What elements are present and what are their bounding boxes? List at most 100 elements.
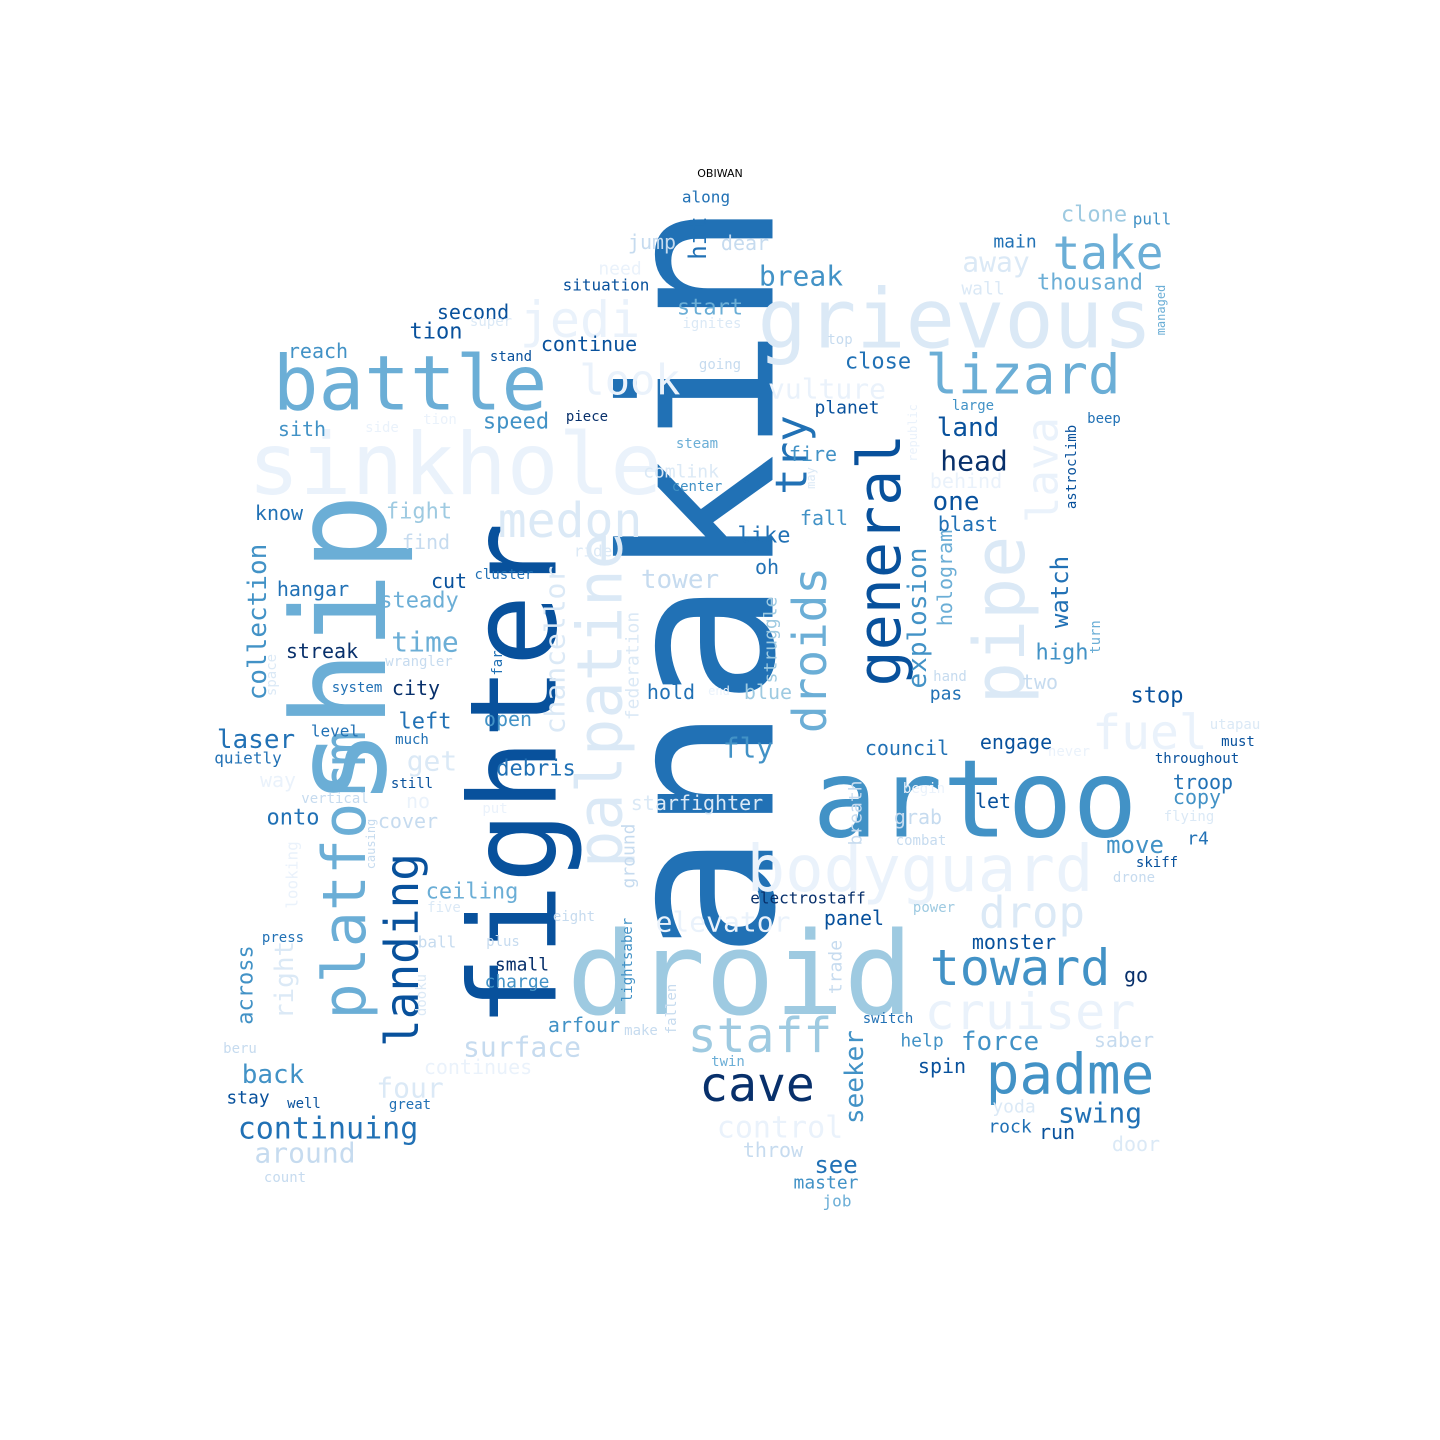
cloud-word-ignites: ignites <box>682 316 741 332</box>
cloud-word-skiff: skiff <box>1136 855 1178 871</box>
cloud-word-jedi: jedi <box>520 291 640 349</box>
cloud-word-hand: hand <box>933 669 967 685</box>
cloud-word-hold: hold <box>647 680 695 704</box>
cloud-word-r4: r4 <box>1187 829 1209 850</box>
cloud-word-breath: breath <box>846 780 867 845</box>
cloud-word-trade: trade <box>826 940 847 994</box>
cloud-word-clone: clone <box>1061 203 1127 228</box>
cloud-word-electrostaff: electrostaff <box>750 889 866 908</box>
cloud-word-droid: droid <box>567 908 913 1042</box>
cloud-word-take: take <box>1053 226 1164 280</box>
cloud-word-explosion: explosion <box>903 548 933 689</box>
cloud-word-rock: rock <box>988 1117 1032 1138</box>
cloud-word-fallen: fallen <box>664 984 680 1035</box>
cloud-word-spin: spin <box>918 1054 966 1078</box>
cloud-word-fuel: fuel <box>1092 705 1208 761</box>
cloud-word-make: make <box>624 1023 658 1039</box>
cloud-word-large: large <box>952 398 994 414</box>
cloud-word-troop: troop <box>1173 770 1233 794</box>
cloud-word-tion: tion <box>410 320 463 345</box>
cloud-word-time: time <box>391 626 458 659</box>
cloud-word-city: city <box>392 676 440 700</box>
cloud-word-try: try <box>767 415 818 494</box>
cloud-word-plus: plus <box>486 934 520 950</box>
cloud-word-flying: flying <box>1164 809 1215 825</box>
cloud-word-starfighter: starfighter <box>631 791 763 815</box>
cloud-word-streak: streak <box>286 639 358 663</box>
cloud-word-throw: throw <box>743 1138 804 1162</box>
cloud-word-begin: begin <box>903 781 945 797</box>
cloud-word-yoda: yoda <box>992 1097 1035 1118</box>
cloud-word-look: look <box>579 356 680 405</box>
cloud-word-debris: debris <box>496 757 575 782</box>
cloud-word-head: head <box>940 445 1007 478</box>
cloud-word-system: system <box>332 680 383 696</box>
cloud-word-cruiser: cruiser <box>925 983 1136 1041</box>
cloud-word-way: way <box>260 768 296 792</box>
cloud-word-get: get <box>407 745 458 778</box>
cloud-word-staff: staff <box>688 1008 833 1064</box>
cloud-word-press: press <box>262 930 304 946</box>
cloud-word-hit: hit <box>684 216 712 259</box>
cloud-word-space: space <box>264 654 280 696</box>
cloud-word-steady: steady <box>379 589 458 614</box>
cloud-word-turn: turn <box>1088 620 1104 654</box>
cloud-word-oh: oh <box>755 555 779 579</box>
cloud-word-no: no <box>406 789 430 813</box>
cloud-word-close: close <box>845 350 911 375</box>
cloud-word-copy: copy <box>1173 785 1221 809</box>
cloud-word-blast: blast <box>938 512 998 536</box>
cloud-word-platform: platform <box>310 731 380 1020</box>
cloud-word-dear: dear <box>721 231 769 255</box>
cloud-word-drop: drop <box>979 888 1085 939</box>
cloud-word-stop: stop <box>1131 684 1184 709</box>
cloud-word-managed: managed <box>1154 285 1168 336</box>
cloud-word-hologram: hologram <box>933 530 957 626</box>
cloud-word-high: high <box>1036 641 1089 666</box>
cloud-word-beep: beep <box>1087 411 1121 427</box>
cloud-word-cave: cave <box>699 1057 815 1113</box>
cloud-word-much: much <box>395 732 429 748</box>
cloud-word-main: main <box>993 232 1036 253</box>
cloud-word-control: control <box>717 1111 843 1146</box>
cloud-word-ball: ball <box>418 933 457 952</box>
cloud-word-sith: sith <box>278 417 326 441</box>
cloud-word-palpatine: palpatine <box>564 532 637 868</box>
cloud-word-lava: lava <box>1018 417 1069 523</box>
cloud-word-along: along <box>682 188 730 207</box>
cloud-word-federation: federation <box>623 612 644 720</box>
cloud-word-reach: reach <box>288 339 348 363</box>
cloud-word-side: side <box>365 420 399 436</box>
cloud-word-council: council <box>865 736 949 760</box>
cloud-word-landing: landing <box>375 853 429 1047</box>
cloud-word-vulture: vulture <box>768 373 886 406</box>
cloud-word-fire: fire <box>789 442 837 466</box>
cloud-word-fighter: fighter <box>446 522 585 1028</box>
cloud-word-center: center <box>672 479 723 495</box>
cloud-word-steam: steam <box>676 436 718 452</box>
cloud-word-padme: padme <box>986 1043 1155 1108</box>
cloud-word-medon: medon <box>498 493 643 549</box>
cloud-word-utapau: utapau <box>1210 717 1261 733</box>
cloud-word-panel: panel <box>824 906 884 930</box>
cloud-word-run: run <box>1039 1120 1075 1144</box>
cloud-word-wrangler: wrangler <box>385 654 452 670</box>
cloud-word-struggle: struggle <box>761 597 782 684</box>
cloud-word-grab: grab <box>894 805 942 829</box>
cloud-word-seeker: seeker <box>840 1030 870 1124</box>
cloud-word-know: know <box>255 501 304 525</box>
cloud-word-across: across <box>234 945 259 1024</box>
cloud-word-never: never <box>1048 744 1090 760</box>
cloud-word-open: open <box>484 707 532 731</box>
cloud-word-cut: cut <box>431 569 467 593</box>
cloud-word-still: still <box>391 776 433 792</box>
cloud-word-planet: planet <box>814 398 879 419</box>
cloud-word-need: need <box>598 259 641 280</box>
cloud-word-stand: stand <box>490 349 532 365</box>
cloud-word-behind: behind <box>930 469 1002 493</box>
cloud-word-eight: eight <box>553 909 595 925</box>
cloud-word-power: power <box>913 900 955 916</box>
cloud-word-continues: continues <box>424 1055 532 1079</box>
cloud-word-like: like <box>738 524 791 549</box>
cloud-word-continue: continue <box>541 332 637 356</box>
